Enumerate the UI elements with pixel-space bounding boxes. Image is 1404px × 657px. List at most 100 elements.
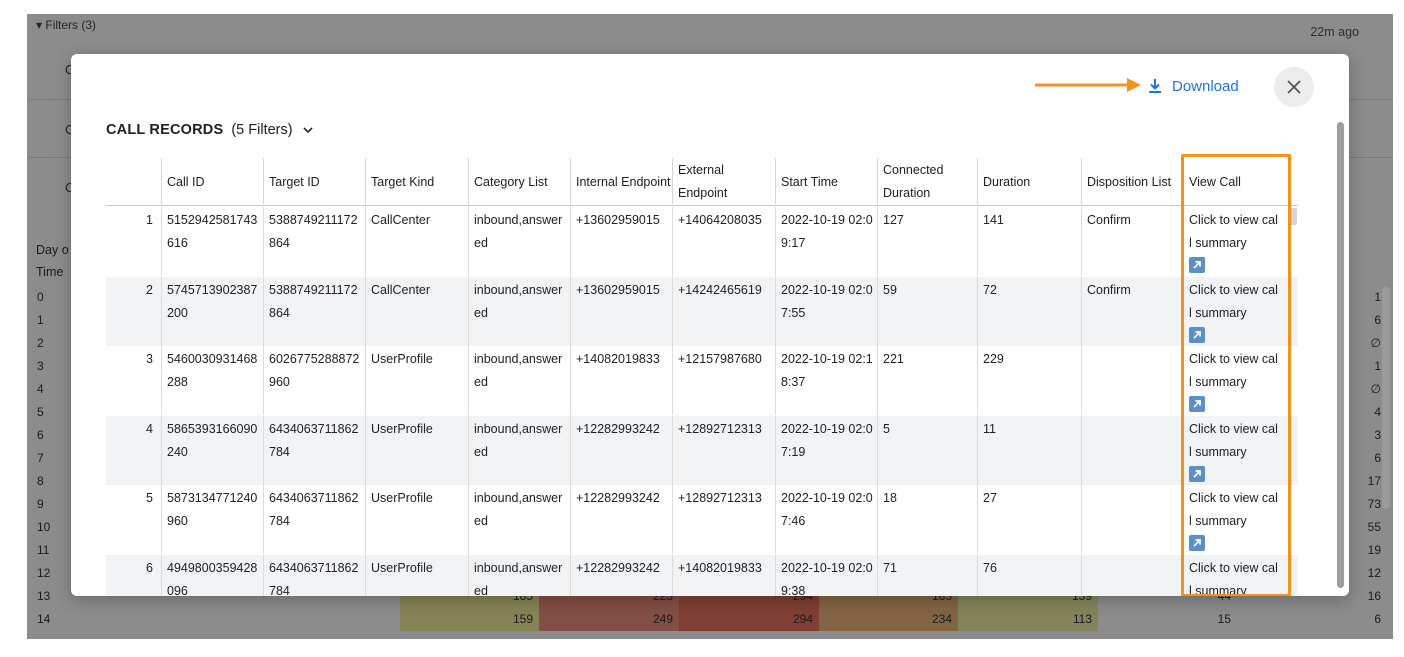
duration-cell: 76 xyxy=(983,560,997,575)
cell-divider xyxy=(877,554,878,596)
disposition-cell: Confirm xyxy=(1087,282,1131,297)
column-header[interactable]: Internal Endpoint xyxy=(576,174,671,189)
target-id-cell: 6434063711862784 xyxy=(269,491,359,528)
external-endpoint-cell: +12157987680 xyxy=(678,352,762,366)
view-call-link[interactable]: Click to view call summary xyxy=(1189,560,1278,597)
download-label: Download xyxy=(1172,77,1239,95)
row-total: 16 xyxy=(1367,589,1381,603)
heatmap-cell: 249 xyxy=(539,608,679,631)
close-button[interactable] xyxy=(1274,67,1314,107)
cell-divider xyxy=(775,415,776,485)
connected-duration-cell: 221 xyxy=(883,352,904,366)
column-header[interactable]: Duration xyxy=(983,174,1031,189)
modal-scrollbar[interactable] xyxy=(1337,122,1344,588)
axis-label-day: Day o xyxy=(36,243,69,257)
external-link-icon[interactable] xyxy=(1189,396,1205,412)
filters-toggle[interactable]: ▾ Filters (3) xyxy=(36,18,97,32)
external-endpoint-cell: +12892712313 xyxy=(678,491,762,505)
row-number: 5 xyxy=(146,491,153,505)
column-header[interactable]: View Call xyxy=(1189,174,1241,189)
cell-divider xyxy=(263,276,264,346)
external-link-icon[interactable] xyxy=(1189,465,1205,482)
hour-label: 14 xyxy=(37,612,51,626)
cell-divider xyxy=(161,554,162,596)
target-id-cell: 6026775288872960 xyxy=(269,352,360,389)
internal-endpoint-cell: +12282993242 xyxy=(576,560,660,575)
external-link-icon[interactable] xyxy=(1189,257,1205,273)
view-call-link[interactable]: Click to view call summary xyxy=(1189,213,1278,250)
horizontal-scroll-thumb[interactable] xyxy=(1289,208,1297,225)
view-call-cell[interactable]: Click to view call summary xyxy=(1183,346,1279,412)
view-call-link[interactable]: Click to view call summary xyxy=(1189,352,1278,389)
column-header[interactable]: Start Time xyxy=(781,174,838,189)
column-header[interactable]: Disposition List xyxy=(1087,174,1172,189)
connected-duration-cell: 59 xyxy=(883,282,897,297)
connected-duration-cell: 127 xyxy=(883,213,904,227)
external-link-icon[interactable] xyxy=(1189,326,1205,343)
external-endpoint-cell: +14242465619 xyxy=(678,282,762,297)
column-divider xyxy=(263,158,264,206)
view-call-cell[interactable]: Click to view call summary xyxy=(1183,485,1279,551)
row-number: 2 xyxy=(146,282,153,297)
row-total: ∅ xyxy=(1370,382,1381,396)
view-call-link[interactable]: Click to view call summary xyxy=(1189,282,1278,320)
heatmap-row: 10 55 xyxy=(27,516,1393,539)
internal-endpoint-cell: +12282993242 xyxy=(576,421,660,436)
background-scrollbar[interactable] xyxy=(1382,287,1390,509)
row-number: 3 xyxy=(146,352,153,366)
column-header[interactable]: Target ID xyxy=(269,174,320,189)
column-header[interactable] xyxy=(106,158,161,206)
row-total: 12 xyxy=(1367,566,1381,580)
filter-item[interactable]: C xyxy=(65,122,75,137)
external-endpoint-cell: +14082019833 xyxy=(678,560,762,575)
call-id-cell: 5745713902387200 xyxy=(167,282,258,320)
cell-divider xyxy=(263,207,264,276)
cell-divider xyxy=(977,415,978,485)
column-header[interactable]: Target Kind xyxy=(371,174,435,189)
filter-item[interactable]: C xyxy=(65,180,75,195)
cell-divider xyxy=(672,554,673,596)
column-header[interactable]: Connected Duration xyxy=(883,163,944,200)
duration-cell: 141 xyxy=(983,213,1004,227)
column-header[interactable]: Call ID xyxy=(167,174,205,189)
internal-endpoint-cell: +13602959015 xyxy=(576,282,660,297)
cell-divider xyxy=(570,415,571,485)
chevron-down-icon[interactable] xyxy=(301,123,315,137)
view-call-cell[interactable]: Click to view call summary xyxy=(1183,416,1279,482)
modal-title: CALL RECORDS (5 Filters) xyxy=(106,122,315,138)
view-call-cell[interactable]: Click to view call summary xyxy=(1183,207,1279,273)
filters-bar[interactable]: ▾ Filters (3) 22m ago xyxy=(27,14,1393,39)
cell-divider xyxy=(1081,485,1082,554)
view-call-link[interactable]: Click to view call summary xyxy=(1189,491,1278,528)
heatmap-row: 11 19 xyxy=(27,539,1393,562)
row-total: 6 xyxy=(1374,313,1381,327)
hour-label: 11 xyxy=(37,543,50,557)
cell-divider xyxy=(570,276,571,346)
download-button[interactable]: Download xyxy=(1146,75,1239,97)
heatmap-cell: 294 xyxy=(679,608,819,631)
table-row: 2 5745713902387200 5388749211172864 CallCen… xyxy=(106,276,1298,346)
column-header[interactable]: Category List xyxy=(474,174,548,189)
duration-cell: 72 xyxy=(983,282,997,297)
view-call-cell[interactable]: Click to view call summary xyxy=(1183,555,1279,597)
start-time-cell: 2022-10-19 02:18:37 xyxy=(781,352,873,389)
cell-divider xyxy=(877,485,878,554)
filter-item[interactable]: C xyxy=(65,62,75,77)
call-id-cell: 5460030931468288 xyxy=(167,352,258,389)
external-link-icon[interactable] xyxy=(1189,535,1205,551)
hour-label: 7 xyxy=(37,451,44,465)
column-header[interactable]: External Endpoint xyxy=(678,163,728,200)
row-total: 55 xyxy=(1367,520,1381,534)
cell-divider xyxy=(570,485,571,554)
internal-endpoint-cell: +12282993242 xyxy=(576,491,660,505)
view-call-link[interactable]: Click to view call summary xyxy=(1189,421,1278,459)
view-call-cell[interactable]: Click to view call summary xyxy=(1183,277,1279,343)
hour-label: 6 xyxy=(37,428,44,442)
cell-divider xyxy=(468,554,469,596)
cell-divider xyxy=(468,346,469,415)
